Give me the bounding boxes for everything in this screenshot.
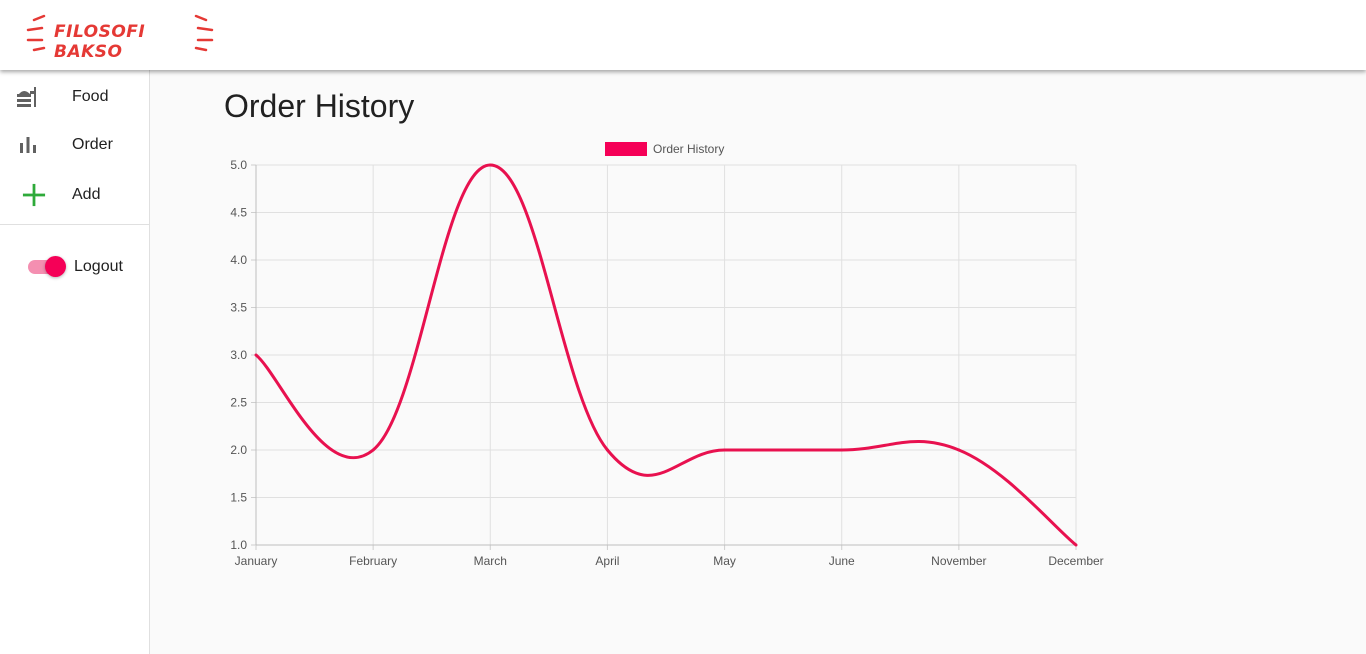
x-tick-label: June xyxy=(829,554,855,568)
app-header: FILOSOFI BAKSO xyxy=(0,0,1366,70)
data-point xyxy=(957,448,961,452)
sidebar-item-order[interactable]: Order xyxy=(0,122,149,168)
sidebar-item-label: Add xyxy=(72,186,101,203)
logo-text: FILOSOFI BAKSO xyxy=(54,22,146,62)
y-tick-label: 1.0 xyxy=(230,538,247,552)
y-tick-label: 1.5 xyxy=(230,491,247,505)
x-tick-label: May xyxy=(713,554,736,568)
data-point xyxy=(605,448,609,452)
data-point xyxy=(371,448,375,452)
data-point xyxy=(723,448,727,452)
sidebar-item-label: Order xyxy=(72,136,113,153)
bar-chart-icon xyxy=(16,133,40,157)
y-tick-label: 4.5 xyxy=(230,206,247,220)
x-tick-label: April xyxy=(595,554,619,568)
logo-rays-icon xyxy=(26,14,214,52)
sidebar-item-add[interactable]: Add xyxy=(0,172,149,218)
logo[interactable]: FILOSOFI BAKSO xyxy=(26,12,216,62)
legend-label: Order History xyxy=(653,142,724,156)
data-point xyxy=(488,163,492,167)
x-tick-label: February xyxy=(349,554,397,568)
sidebar: Food Order Add Logout xyxy=(0,70,150,654)
sidebar-item-food[interactable]: Food xyxy=(0,74,149,120)
y-tick-label: 2.0 xyxy=(230,443,247,457)
sidebar-divider xyxy=(0,224,149,225)
data-point xyxy=(840,448,844,452)
plus-icon xyxy=(22,183,46,207)
logout-toggle[interactable]: Logout xyxy=(0,244,149,288)
legend-swatch xyxy=(605,142,647,156)
x-tick-label: January xyxy=(235,554,278,568)
data-point xyxy=(254,353,258,357)
order-history-chart: 1.0 1.5 2.0 2.5 3.0 3.5 4.0 4.5 5.0 January Februa… xyxy=(230,142,1104,568)
y-tick-label: 2.5 xyxy=(230,396,247,410)
x-tick-label: March xyxy=(474,554,507,568)
food-tray-icon xyxy=(16,85,40,109)
y-tick-label: 3.0 xyxy=(230,348,247,362)
page-title: Order History xyxy=(224,88,415,124)
toggle-thumb[interactable] xyxy=(45,256,66,277)
x-tick-label: December xyxy=(1048,554,1103,568)
y-tick-label: 3.5 xyxy=(230,301,247,315)
logout-label: Logout xyxy=(74,258,123,275)
y-tick-label: 5.0 xyxy=(230,158,247,172)
y-tick-label: 4.0 xyxy=(230,253,247,267)
x-tick-label: November xyxy=(931,554,986,568)
data-point xyxy=(1074,543,1078,547)
sidebar-item-label: Food xyxy=(72,88,109,105)
